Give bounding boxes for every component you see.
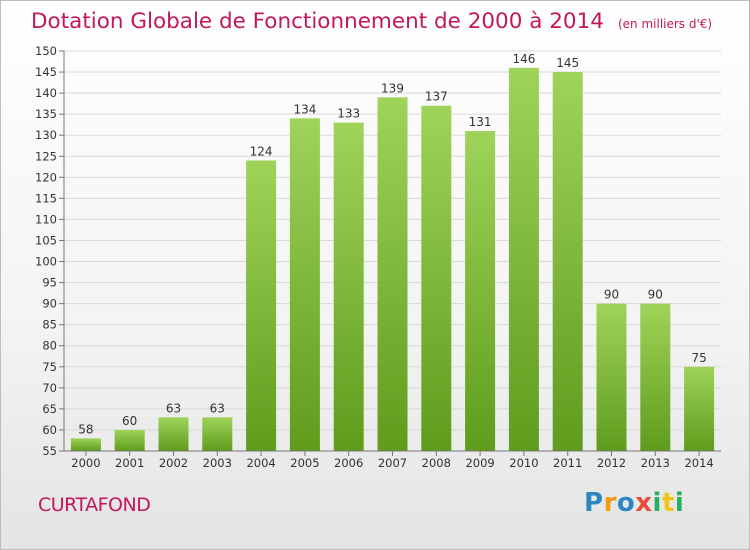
y-tick-label: 75: [42, 360, 57, 374]
value-label-2000: 58: [78, 422, 93, 436]
bar-2012: [596, 303, 627, 451]
x-tick-label-2011: 2011: [553, 456, 582, 470]
y-tick-label: 145: [35, 65, 57, 79]
y-tick-label: 80: [42, 339, 57, 353]
y-tick-label: 130: [35, 128, 57, 142]
y-tick-label: 95: [42, 276, 57, 290]
x-tick-label-2000: 2000: [71, 456, 100, 470]
x-tick-label-2004: 2004: [246, 456, 275, 470]
y-tick-label: 140: [35, 86, 57, 100]
x-tick-label-2013: 2013: [641, 456, 670, 470]
chart-title: Dotation Globale de Fonctionnement de 20…: [31, 5, 712, 39]
y-tick-label: 110: [35, 212, 57, 226]
y-tick-label: 90: [42, 297, 57, 311]
bar-2009: [465, 131, 496, 451]
y-tick-label: 70: [42, 381, 57, 395]
bar-2010: [508, 67, 539, 451]
y-tick-label: 55: [42, 444, 57, 458]
x-tick-label-2005: 2005: [290, 456, 319, 470]
bars: [70, 67, 715, 452]
y-tick-label: 135: [35, 107, 57, 121]
value-label-2005: 134: [293, 102, 316, 116]
x-tick-label-2006: 2006: [334, 456, 363, 470]
value-label-2014: 75: [691, 351, 706, 365]
proxiti-logo: Proxiti: [584, 488, 685, 518]
y-tick-label: 100: [35, 255, 57, 269]
y-tick-label: 60: [42, 423, 57, 437]
value-label-2004: 124: [250, 144, 273, 158]
x-tick-label-2009: 2009: [465, 456, 494, 470]
x-tick-label-2010: 2010: [509, 456, 538, 470]
value-label-2006: 133: [337, 107, 360, 121]
bar-2002: [158, 417, 189, 451]
y-axis: 55 60 65 70 75 80 85 90 95 100 105 110 115 120 125 130 1…: [35, 44, 65, 458]
value-label-2010: 146: [512, 52, 535, 66]
town-name: CURTAFOND: [38, 494, 151, 516]
x-tick-label-2014: 2014: [684, 456, 713, 470]
x-tick-label-2008: 2008: [422, 456, 451, 470]
bar-2011: [552, 72, 583, 451]
x-axis: 2000 2001 2002 2003 2004 2005 2006 2007 2008 2009…: [64, 450, 721, 470]
y-tick-label: 150: [35, 44, 57, 58]
bar-2004: [246, 160, 277, 451]
bar-2013: [640, 303, 671, 451]
x-tick-label-2007: 2007: [378, 456, 407, 470]
value-label-2007: 139: [381, 81, 404, 95]
value-label-2012: 90: [604, 288, 619, 302]
value-label-2009: 131: [469, 115, 492, 129]
y-tick-label: 105: [35, 233, 57, 247]
value-labels: 58 60 63 63 124 134 133 139 137 131 146 145 90 90 75: [78, 52, 706, 437]
chart-subtitle: (en milliers d'€): [617, 17, 713, 31]
y-tick-label: 65: [42, 402, 57, 416]
y-tick-label: 125: [35, 149, 57, 163]
y-tick-label: 115: [35, 191, 57, 205]
x-tick-label-2003: 2003: [203, 456, 232, 470]
bar-2008: [421, 105, 452, 451]
value-label-2003: 63: [210, 401, 225, 415]
bar-2000: [70, 438, 101, 451]
value-label-2011: 145: [556, 56, 579, 70]
bar-2007: [377, 97, 408, 451]
bar-2006: [333, 122, 364, 451]
value-label-2001: 60: [122, 414, 137, 428]
value-label-2008: 137: [425, 90, 448, 104]
value-label-2002: 63: [166, 401, 181, 415]
x-tick-label-2001: 2001: [115, 456, 144, 470]
bar-2005: [289, 118, 320, 452]
value-label-2013: 90: [648, 288, 663, 302]
chart-title-text: Dotation Globale de Fonctionnement de 20…: [31, 9, 604, 34]
x-tick-label-2002: 2002: [159, 456, 188, 470]
bar-2003: [202, 417, 233, 451]
y-tick-label: 85: [42, 318, 57, 332]
bar-2001: [114, 429, 145, 451]
x-tick-label-2012: 2012: [597, 456, 626, 470]
y-tick-label: 120: [35, 170, 57, 184]
bar-2014: [684, 366, 715, 451]
